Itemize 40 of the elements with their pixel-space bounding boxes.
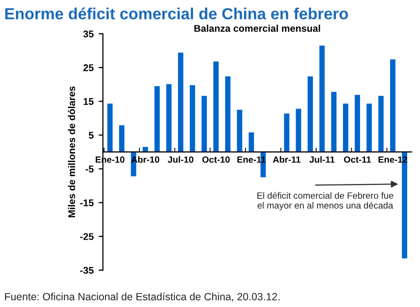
bar	[213, 61, 219, 152]
bar	[390, 59, 396, 152]
bar	[142, 146, 148, 152]
x-tick-label: Jul-11	[309, 156, 335, 163]
bar	[107, 104, 113, 152]
bar	[236, 110, 242, 152]
bar	[202, 96, 207, 152]
y-tick-label: -5	[86, 166, 94, 172]
bar	[354, 94, 360, 152]
chart-subtitle: Balanza comercial mensual	[194, 24, 320, 32]
bar	[190, 85, 196, 152]
bar	[319, 46, 325, 152]
bar	[366, 104, 372, 152]
bar	[225, 76, 230, 152]
source-note: Fuente: Oficina Nacional de Estadística de China, 20.03.12.	[5, 292, 280, 302]
chart-title: Enorme déficit comercial de China en febrero	[5, 8, 348, 20]
bar	[119, 125, 124, 152]
x-tick-label: Oct-10	[202, 156, 230, 163]
bar	[331, 92, 336, 152]
bar	[342, 104, 348, 152]
y-tick-label: 25	[83, 64, 94, 72]
y-tick-label: -35	[80, 266, 94, 274]
bar	[248, 132, 254, 152]
bar	[166, 84, 172, 152]
x-tick-label: Jul-10	[168, 156, 194, 163]
y-tick-label: 5	[88, 132, 94, 139]
y-tick-label: 35	[83, 30, 94, 38]
bar	[284, 113, 290, 152]
annotation: El déficit comercial de Febrero fue el mayor en al menos una década	[257, 192, 394, 210]
bar	[178, 52, 184, 152]
bar	[308, 76, 313, 152]
y-axis-title: Miles de millones de dólares	[68, 86, 76, 218]
bar	[378, 96, 384, 152]
x-tick-label: Oct-11	[344, 156, 371, 163]
y-tick-label: 15	[84, 98, 94, 105]
y-tick-label: -25	[80, 233, 94, 240]
y-tick-label: -15	[80, 199, 94, 206]
bar	[296, 108, 302, 152]
x-tick-label: Abr-11	[272, 156, 301, 163]
bar	[154, 86, 160, 152]
